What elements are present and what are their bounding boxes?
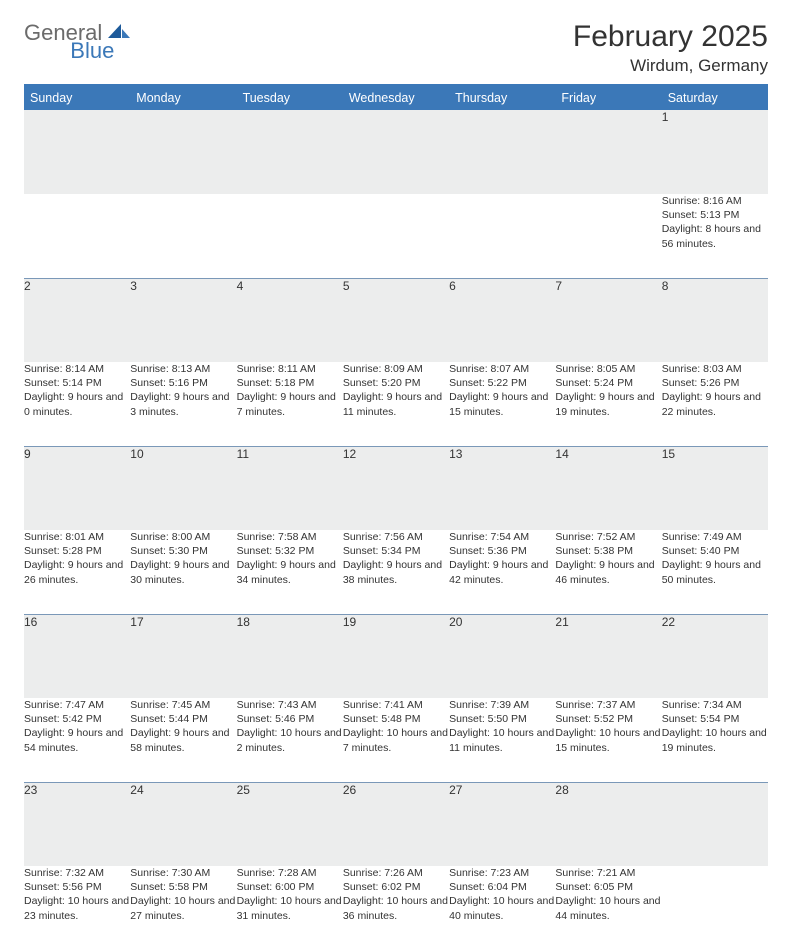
calendar-table: Sunday Monday Tuesday Wednesday Thursday… — [24, 86, 768, 950]
weekday-header-row: Sunday Monday Tuesday Wednesday Thursday… — [24, 86, 768, 110]
day-detail-cell: Sunrise: 8:07 AM Sunset: 5:22 PM Dayligh… — [449, 362, 555, 446]
day-number-cell: 14 — [555, 446, 661, 530]
day-number-cell: 7 — [555, 278, 661, 362]
day-detail-cell — [237, 194, 343, 278]
day-number-cell: 25 — [237, 782, 343, 866]
day-detail-cell: Sunrise: 7:28 AM Sunset: 6:00 PM Dayligh… — [237, 866, 343, 950]
day-detail-cell: Sunrise: 8:03 AM Sunset: 5:26 PM Dayligh… — [662, 362, 768, 446]
title-block: February 2025 Wirdum, Germany — [573, 20, 768, 76]
day-number-cell — [24, 110, 130, 194]
day-detail-cell: Sunrise: 7:26 AM Sunset: 6:02 PM Dayligh… — [343, 866, 449, 950]
day-detail-cell: Sunrise: 7:41 AM Sunset: 5:48 PM Dayligh… — [343, 698, 449, 782]
day-number-cell: 24 — [130, 782, 236, 866]
day-detail-cell — [130, 194, 236, 278]
day-detail-cell: Sunrise: 7:43 AM Sunset: 5:46 PM Dayligh… — [237, 698, 343, 782]
day-number-cell: 21 — [555, 614, 661, 698]
day-number-cell: 5 — [343, 278, 449, 362]
day-number-cell — [449, 110, 555, 194]
day-number-cell: 12 — [343, 446, 449, 530]
day-detail-cell: Sunrise: 7:56 AM Sunset: 5:34 PM Dayligh… — [343, 530, 449, 614]
logo: General Blue — [24, 20, 176, 46]
day-detail-cell: Sunrise: 8:05 AM Sunset: 5:24 PM Dayligh… — [555, 362, 661, 446]
day-detail-cell: Sunrise: 8:16 AM Sunset: 5:13 PM Dayligh… — [662, 194, 768, 278]
day-number-cell: 4 — [237, 278, 343, 362]
day-detail-cell — [449, 194, 555, 278]
day-detail-cell: Sunrise: 7:39 AM Sunset: 5:50 PM Dayligh… — [449, 698, 555, 782]
day-number-cell: 11 — [237, 446, 343, 530]
day-detail-row: Sunrise: 7:47 AM Sunset: 5:42 PM Dayligh… — [24, 698, 768, 782]
day-number-cell: 6 — [449, 278, 555, 362]
day-detail-cell: Sunrise: 7:47 AM Sunset: 5:42 PM Dayligh… — [24, 698, 130, 782]
day-number-cell — [662, 782, 768, 866]
day-number-cell: 27 — [449, 782, 555, 866]
day-number-cell: 1 — [662, 110, 768, 194]
day-detail-cell: Sunrise: 7:58 AM Sunset: 5:32 PM Dayligh… — [237, 530, 343, 614]
day-number-cell: 15 — [662, 446, 768, 530]
day-detail-cell: Sunrise: 8:00 AM Sunset: 5:30 PM Dayligh… — [130, 530, 236, 614]
day-number-cell: 17 — [130, 614, 236, 698]
day-detail-cell — [555, 194, 661, 278]
day-detail-cell — [662, 866, 768, 950]
weekday-header: Friday — [555, 86, 661, 110]
day-detail-cell — [343, 194, 449, 278]
day-detail-cell: Sunrise: 8:09 AM Sunset: 5:20 PM Dayligh… — [343, 362, 449, 446]
day-number-cell — [343, 110, 449, 194]
day-detail-cell: Sunrise: 7:37 AM Sunset: 5:52 PM Dayligh… — [555, 698, 661, 782]
day-detail-cell: Sunrise: 7:32 AM Sunset: 5:56 PM Dayligh… — [24, 866, 130, 950]
day-number-cell: 18 — [237, 614, 343, 698]
day-number-row: 232425262728 — [24, 782, 768, 866]
weekday-header: Monday — [130, 86, 236, 110]
day-detail-cell: Sunrise: 7:45 AM Sunset: 5:44 PM Dayligh… — [130, 698, 236, 782]
logo-text-blue: Blue — [70, 38, 114, 64]
day-detail-row: Sunrise: 8:16 AM Sunset: 5:13 PM Dayligh… — [24, 194, 768, 278]
day-number-cell: 9 — [24, 446, 130, 530]
day-detail-cell: Sunrise: 8:01 AM Sunset: 5:28 PM Dayligh… — [24, 530, 130, 614]
day-number-cell: 19 — [343, 614, 449, 698]
day-number-cell: 20 — [449, 614, 555, 698]
day-detail-cell: Sunrise: 7:49 AM Sunset: 5:40 PM Dayligh… — [662, 530, 768, 614]
day-number-cell: 22 — [662, 614, 768, 698]
day-detail-cell: Sunrise: 7:30 AM Sunset: 5:58 PM Dayligh… — [130, 866, 236, 950]
location-label: Wirdum, Germany — [573, 56, 768, 76]
header: General Blue February 2025 Wirdum, Germa… — [24, 20, 768, 76]
weekday-header: Thursday — [449, 86, 555, 110]
day-number-cell — [130, 110, 236, 194]
day-detail-cell — [24, 194, 130, 278]
day-detail-cell: Sunrise: 8:11 AM Sunset: 5:18 PM Dayligh… — [237, 362, 343, 446]
day-number-row: 9101112131415 — [24, 446, 768, 530]
day-number-cell: 28 — [555, 782, 661, 866]
day-number-row: 1 — [24, 110, 768, 194]
day-detail-cell: Sunrise: 7:54 AM Sunset: 5:36 PM Dayligh… — [449, 530, 555, 614]
day-number-cell: 8 — [662, 278, 768, 362]
day-number-cell: 23 — [24, 782, 130, 866]
month-title: February 2025 — [573, 20, 768, 54]
day-detail-row: Sunrise: 8:01 AM Sunset: 5:28 PM Dayligh… — [24, 530, 768, 614]
day-detail-cell: Sunrise: 7:23 AM Sunset: 6:04 PM Dayligh… — [449, 866, 555, 950]
day-detail-cell: Sunrise: 7:34 AM Sunset: 5:54 PM Dayligh… — [662, 698, 768, 782]
day-number-cell: 10 — [130, 446, 236, 530]
day-number-cell — [555, 110, 661, 194]
day-detail-cell: Sunrise: 8:14 AM Sunset: 5:14 PM Dayligh… — [24, 362, 130, 446]
weekday-header: Wednesday — [343, 86, 449, 110]
day-number-cell: 26 — [343, 782, 449, 866]
day-number-cell: 3 — [130, 278, 236, 362]
weekday-header: Sunday — [24, 86, 130, 110]
weekday-header: Tuesday — [237, 86, 343, 110]
day-detail-row: Sunrise: 7:32 AM Sunset: 5:56 PM Dayligh… — [24, 866, 768, 950]
day-number-cell: 2 — [24, 278, 130, 362]
day-number-cell: 13 — [449, 446, 555, 530]
day-detail-cell: Sunrise: 8:13 AM Sunset: 5:16 PM Dayligh… — [130, 362, 236, 446]
day-number-row: 16171819202122 — [24, 614, 768, 698]
day-number-cell: 16 — [24, 614, 130, 698]
day-detail-cell: Sunrise: 7:52 AM Sunset: 5:38 PM Dayligh… — [555, 530, 661, 614]
day-detail-cell: Sunrise: 7:21 AM Sunset: 6:05 PM Dayligh… — [555, 866, 661, 950]
weekday-header: Saturday — [662, 86, 768, 110]
day-detail-row: Sunrise: 8:14 AM Sunset: 5:14 PM Dayligh… — [24, 362, 768, 446]
day-number-cell — [237, 110, 343, 194]
day-number-row: 2345678 — [24, 278, 768, 362]
